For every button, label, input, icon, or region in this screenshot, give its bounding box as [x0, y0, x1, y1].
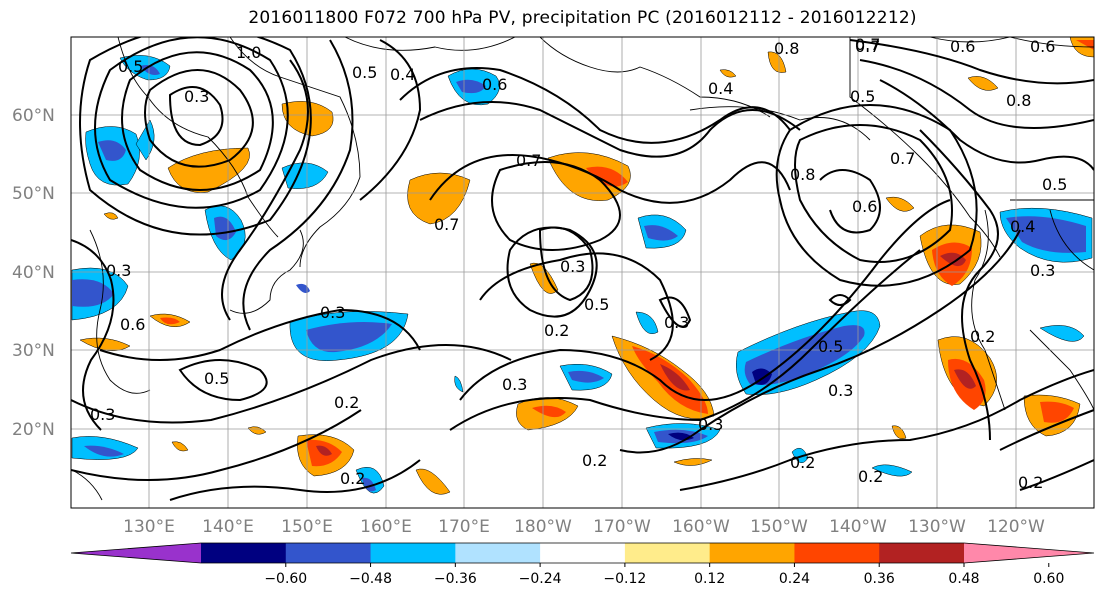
colorbar-tick-label: −0.24	[519, 571, 562, 587]
colorbar-tick-label: −0.36	[434, 571, 477, 587]
colorbar-segment	[455, 543, 541, 563]
lat-label: 20°N	[12, 420, 55, 440]
lon-label: 130°W	[908, 517, 966, 537]
lon-label: 170°W	[593, 517, 651, 537]
contour-label: 0.5	[584, 295, 609, 314]
contour-label: 0.2	[340, 469, 365, 488]
colorbar-segment	[879, 543, 965, 563]
colorbar-tick-label: 0.60	[1033, 571, 1064, 587]
colorbar-tick-label: 0.24	[779, 571, 810, 587]
contour-label: 0.2	[582, 451, 607, 470]
lon-label: 140°E	[202, 517, 254, 537]
contour-label: 0.2	[544, 321, 569, 340]
contour-label: 0.8	[774, 39, 799, 58]
contour-label: 0.4	[390, 65, 415, 84]
coastlines	[71, 37, 1094, 501]
lat-label: 60°N	[12, 106, 55, 126]
contour-label: 0.3	[698, 415, 723, 434]
lon-label: 160°W	[672, 517, 730, 537]
map-title: 2016011800 F072 700 hPa PV, precipitatio…	[248, 8, 917, 28]
colorbar-tick-label: 0.12	[694, 571, 725, 587]
contour-label: 0.3	[184, 87, 209, 106]
map-border	[70, 36, 1095, 509]
lon-label: 150°W	[750, 517, 808, 537]
contour-label: 0.4	[708, 79, 733, 98]
contour-label: 0.3	[106, 261, 131, 280]
colorbar-outline	[70, 542, 1095, 564]
contour-label: 0.3	[90, 405, 115, 424]
contour-label: 0.5	[850, 87, 875, 106]
contour-label: 0.2	[1018, 473, 1043, 492]
contour-label: 0.6	[1030, 37, 1055, 56]
contour-label: 0.2	[970, 327, 995, 346]
contour-label: 0.5	[1042, 175, 1067, 194]
colorbar-tick-label: −0.12	[603, 571, 646, 587]
contour-label: 0.3	[664, 313, 689, 332]
contour-label: 0.3	[560, 257, 585, 276]
pv-contours	[71, 37, 1094, 501]
lon-label: 150°E	[281, 517, 333, 537]
contour-label: 0.6	[482, 75, 507, 94]
contour-label: 0.7	[855, 37, 880, 56]
contour-label: 0.6	[120, 315, 145, 334]
contour-label: 0.6	[852, 197, 877, 216]
contour-label: 0.2	[790, 453, 815, 472]
colorbar-segment	[709, 543, 795, 563]
contour-label: 0.7	[890, 149, 915, 168]
colorbar-segment	[794, 543, 880, 563]
contour-label: 0.3	[320, 303, 345, 322]
contour-label: 0.5	[118, 57, 143, 76]
map-panel: 1.0 0.5 0.5 0.4 0.3 0.6 0.7 0.8 0.7 0.6 …	[71, 35, 1094, 508]
contour-label: 0.2	[334, 393, 359, 412]
contour-label: 0.7	[855, 35, 880, 54]
colorbar-segment	[201, 543, 287, 563]
contour-label: 0.4	[1010, 217, 1035, 236]
lat-label: 30°N	[12, 341, 55, 361]
colorbar-tick-label: −0.48	[349, 571, 392, 587]
lon-label: 130°E	[123, 517, 175, 537]
contour-label: 0.3	[502, 375, 527, 394]
colorbar-segment	[370, 543, 456, 563]
contour-label: 0.7	[434, 215, 459, 234]
contour-labels: 1.0 0.5 0.5 0.4 0.3 0.6 0.7 0.8 0.7 0.6 …	[90, 35, 1067, 492]
colorbar-tick-label: 0.48	[948, 571, 979, 587]
contour-label: 0.3	[828, 381, 853, 400]
colorbar-tick-label: 0.36	[864, 571, 895, 587]
contour-label: 0.8	[790, 165, 815, 184]
lon-label: 120°W	[987, 517, 1045, 537]
contour-label: 1.0	[236, 43, 261, 62]
colorbar: −0.60 −0.48 −0.36 −0.24 −0.12 0.12 0.24 0.36 0.4…	[70, 542, 1095, 587]
longitude-labels: 130°E 140°E 150°E 160°E 170°E 180°W 170°…	[123, 517, 1045, 537]
lat-label: 40°N	[12, 263, 55, 283]
colorbar-tick-label: −0.60	[264, 571, 307, 587]
colorbar-extend-high	[964, 543, 1094, 563]
contour-label: 0.2	[858, 467, 883, 486]
contour-label: 0.6	[950, 37, 975, 56]
contour-label: 0.5	[352, 63, 377, 82]
contour-label: 0.8	[1006, 91, 1031, 110]
lon-label: 160°E	[360, 517, 412, 537]
lat-label: 50°N	[12, 184, 55, 204]
contour-label: 0.5	[818, 337, 843, 356]
lon-label: 170°E	[438, 517, 490, 537]
colorbar-segment	[285, 543, 372, 563]
lon-label: 140°W	[829, 517, 887, 537]
colorbar-segment	[624, 543, 711, 563]
colorbar-extend-low	[71, 543, 201, 563]
colorbar-segment	[540, 543, 626, 563]
contour-label: 0.5	[204, 369, 229, 388]
latitude-labels: 60°N 50°N 40°N 30°N 20°N	[12, 106, 55, 440]
lon-label: 180°W	[514, 517, 572, 537]
contour-label: 0.7	[516, 151, 541, 170]
contour-label: 0.3	[1030, 261, 1055, 280]
